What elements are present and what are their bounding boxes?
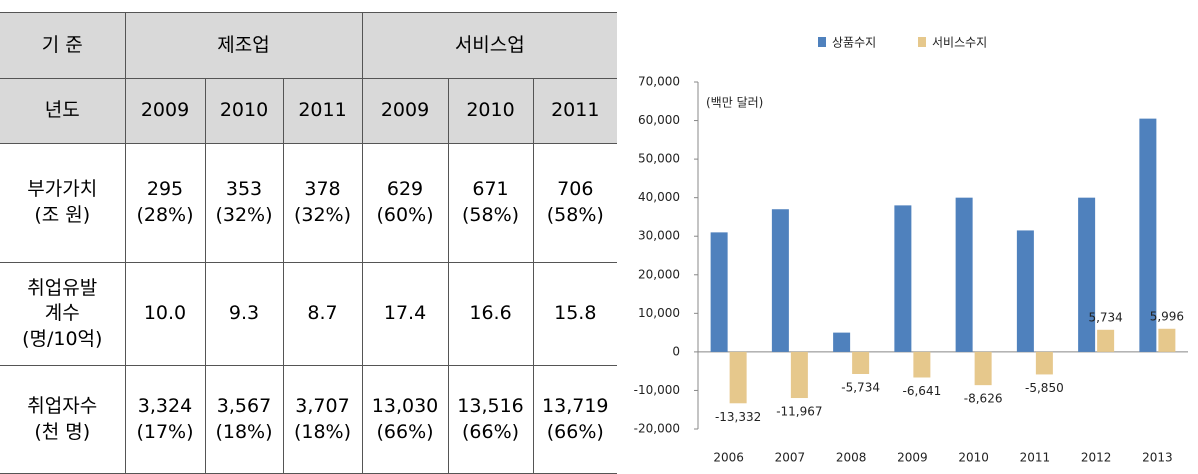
y-tick-label: -20,000 — [634, 422, 680, 436]
bar — [1158, 328, 1176, 352]
y-tick-label: 50,000 — [638, 152, 680, 166]
bar — [1016, 230, 1034, 352]
table-cell: 17.4 — [361, 262, 449, 366]
legend-swatch — [818, 37, 826, 47]
annotation: (백만 달러) — [706, 96, 763, 110]
legend-label: 상품수지 — [832, 36, 876, 50]
data-label: -6,641 — [903, 384, 942, 398]
data-label: -8,626 — [964, 392, 1003, 406]
table-cell: 년도 — [0, 78, 126, 144]
x-tick-label: 2009 — [897, 451, 928, 465]
bar — [729, 351, 747, 404]
bar — [894, 205, 912, 352]
data-label: 5,734 — [1088, 310, 1122, 324]
data-label: -13,332 — [715, 410, 761, 424]
data-label: -5,734 — [841, 380, 880, 394]
legend-label: 서비스수지 — [932, 36, 987, 50]
table-row: 취업유발 계수 (명/10억) 10.0 9.3 8.7 17.4 16.6 15.8 — [0, 262, 618, 366]
table-cell: 2009 — [124, 78, 206, 144]
table-cell: 3,324 (17%) — [124, 365, 206, 474]
table-cell: 제조업 — [124, 12, 363, 79]
bar — [833, 332, 851, 352]
bar — [913, 351, 931, 378]
table-row: 년도 2009 2010 2011 2009 2010 2011 — [0, 78, 618, 144]
y-tick-label: 60,000 — [638, 113, 680, 127]
bar — [1035, 351, 1053, 375]
table-cell: 2010 — [204, 78, 284, 144]
y-tick-label: 10,000 — [638, 306, 680, 320]
table-cell: 629 (60%) — [361, 143, 449, 263]
x-tick-label: 2006 — [713, 451, 744, 465]
table-cell: 706 (58%) — [532, 143, 618, 263]
table-cell: 2011 — [532, 78, 618, 144]
x-tick-label: 2010 — [958, 451, 989, 465]
bar — [790, 351, 808, 399]
y-tick-label: 20,000 — [638, 267, 680, 281]
table-cell: 9.3 — [204, 262, 284, 366]
x-tick-label: 2011 — [1020, 451, 1051, 465]
table-cell: 15.8 — [532, 262, 618, 366]
y-tick-label: 40,000 — [638, 190, 680, 204]
bar — [852, 351, 870, 374]
bar — [1097, 329, 1115, 352]
x-tick-label: 2007 — [775, 451, 806, 465]
table-cell: 10.0 — [124, 262, 206, 366]
bar — [955, 197, 973, 352]
x-tick-label: 2013 — [1142, 451, 1173, 465]
data-label: 5,996 — [1150, 309, 1184, 323]
table-cell: 취업유발 계수 (명/10억) — [0, 262, 126, 366]
table-cell: 취업자수 (천 명) — [0, 365, 126, 474]
data-label: -11,967 — [776, 405, 822, 419]
y-tick-label: 70,000 — [638, 75, 680, 89]
y-tick-label: 30,000 — [638, 229, 680, 243]
table-cell: 13,719 (66%) — [532, 365, 618, 474]
bar — [1078, 197, 1096, 352]
x-tick-label: 2008 — [836, 451, 867, 465]
table-cell: 8.7 — [282, 262, 363, 366]
table-cell: 2009 — [361, 78, 449, 144]
legend-swatch — [918, 37, 926, 47]
y-tick-label: -10,000 — [634, 383, 680, 397]
table-cell: 13,516 (66%) — [447, 365, 534, 474]
table-cell: 2010 — [447, 78, 534, 144]
table-cell: 378 (32%) — [282, 143, 363, 263]
data-label: -5,850 — [1025, 381, 1064, 395]
bar — [771, 209, 789, 352]
y-tick-label: 0 — [672, 344, 680, 358]
table-cell: 3,567 (18%) — [204, 365, 284, 474]
table-cell: 기 준 — [0, 12, 126, 79]
table-cell: 2011 — [282, 78, 363, 144]
data-table: 기 준 제조업 서비스업 년도 2009 2010 2011 2009 2010 2011 부가가치… — [0, 12, 618, 474]
table-cell: 3,707 (18%) — [282, 365, 363, 474]
table-cell: 353 (32%) — [204, 143, 284, 263]
bar — [1139, 118, 1157, 352]
bar — [974, 351, 992, 386]
table-cell: 13,030 (66%) — [361, 365, 449, 474]
table-cell: 부가가치 (조 원) — [0, 143, 126, 263]
table-row: 취업자수 (천 명) 3,324 (17%) 3,567 (18%) 3,707 (1… — [0, 365, 618, 474]
bar — [710, 232, 728, 352]
table-cell: 16.6 — [447, 262, 534, 366]
x-tick-label: 2012 — [1081, 451, 1112, 465]
table-row: 부가가치 (조 원) 295 (28%) 353 (32%) 378 (32%) 629… — [0, 143, 618, 263]
